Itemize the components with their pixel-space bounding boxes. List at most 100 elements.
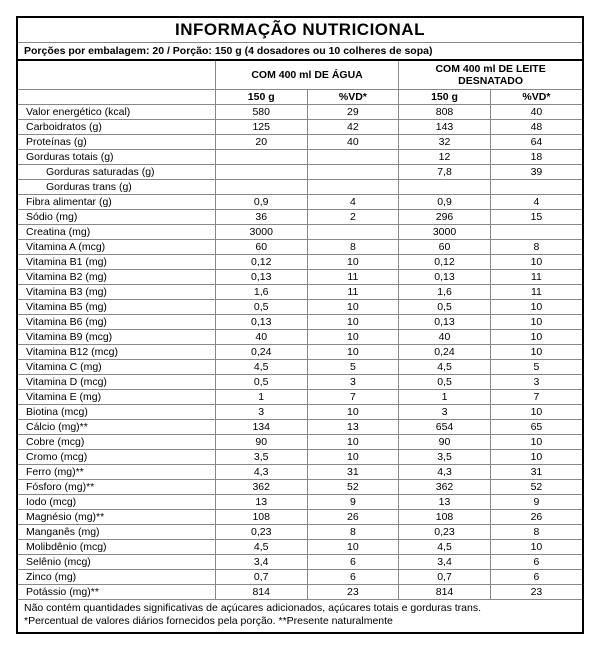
footnote-line: Não contém quantidades significativas de… <box>24 602 576 615</box>
nutrient-value: 23 <box>307 585 399 600</box>
nutrient-value: 8 <box>490 240 582 255</box>
nutrient-name: Ferro (mg)** <box>18 465 215 480</box>
nutrient-value: 0,7 <box>399 570 491 585</box>
nutrient-value: 1 <box>399 390 491 405</box>
nutrient-value: 52 <box>490 480 582 495</box>
nutrient-value: 362 <box>399 480 491 495</box>
nutrient-value: 4,5 <box>215 360 307 375</box>
nutrient-value: 90 <box>399 435 491 450</box>
nutrient-value: 31 <box>490 465 582 480</box>
nutrient-name: Gorduras saturadas (g) <box>18 165 215 180</box>
nutrient-value: 13 <box>307 420 399 435</box>
nutrient-name: Proteínas (g) <box>18 135 215 150</box>
table-row: Valor energético (kcal)5802980840 <box>18 105 582 120</box>
table-row: Gorduras trans (g) <box>18 180 582 195</box>
table-row: Vitamina E (mg)1717 <box>18 390 582 405</box>
nutrient-value: 6 <box>307 555 399 570</box>
nutrient-name: Cobre (mcg) <box>18 435 215 450</box>
nutrient-value <box>215 165 307 180</box>
nutrient-value: 11 <box>490 270 582 285</box>
nutrient-value: 10 <box>307 345 399 360</box>
nutrient-value: 125 <box>215 120 307 135</box>
nutrient-value: 0,24 <box>215 345 307 360</box>
sub-header: %VD* <box>490 90 582 105</box>
nutrient-name: Valor energético (kcal) <box>18 105 215 120</box>
nutrient-value: 814 <box>399 585 491 600</box>
table-row: Magnésio (mg)**1082610826 <box>18 510 582 525</box>
nutrient-value: 0,9 <box>215 195 307 210</box>
table-row: Vitamina B2 (mg)0,13110,1311 <box>18 270 582 285</box>
table-row: Cálcio (mg)**1341365465 <box>18 420 582 435</box>
nutrient-name: Vitamina B5 (mg) <box>18 300 215 315</box>
nutrient-value: 0,5 <box>215 300 307 315</box>
nutrient-value: 10 <box>307 315 399 330</box>
nutrient-value: 13 <box>399 495 491 510</box>
nutrient-value: 11 <box>490 285 582 300</box>
nutrient-value: 3 <box>490 375 582 390</box>
nutrient-name: Manganês (mg) <box>18 525 215 540</box>
nutrient-value: 0,9 <box>399 195 491 210</box>
nutrient-name: Molibdênio (mcg) <box>18 540 215 555</box>
table-row: Vitamina C (mg)4,554,55 <box>18 360 582 375</box>
group-header-row: COM 400 ml DE ÁGUA COM 400 ml DE LEITE D… <box>18 61 582 90</box>
nutrient-value: 3000 <box>399 225 491 240</box>
table-row: Sódio (mg)36229615 <box>18 210 582 225</box>
nutrient-value: 10 <box>307 450 399 465</box>
nutrient-value: 808 <box>399 105 491 120</box>
table-row: Iodo (mcg)139139 <box>18 495 582 510</box>
nutrient-value: 6 <box>490 570 582 585</box>
nutrient-value: 32 <box>399 135 491 150</box>
nutrient-value: 0,13 <box>215 315 307 330</box>
nutrient-value: 11 <box>307 270 399 285</box>
table-row: Manganês (mg)0,2380,238 <box>18 525 582 540</box>
group-header-water: COM 400 ml DE ÁGUA <box>215 61 398 90</box>
nutrient-value: 15 <box>490 210 582 225</box>
table-row: Gorduras saturadas (g)7,839 <box>18 165 582 180</box>
nutrient-value: 3 <box>307 375 399 390</box>
nutrient-value <box>307 180 399 195</box>
nutrient-name: Iodo (mcg) <box>18 495 215 510</box>
nutrient-name: Vitamina D (mcg) <box>18 375 215 390</box>
table-row: Vitamina B3 (mg)1,6111,611 <box>18 285 582 300</box>
panel-title: INFORMAÇÃO NUTRICIONAL <box>18 18 582 42</box>
nutrient-value: 26 <box>490 510 582 525</box>
nutrient-value: 7 <box>490 390 582 405</box>
nutrient-value: 0,5 <box>215 375 307 390</box>
nutrient-value: 654 <box>399 420 491 435</box>
table-row: Vitamina B5 (mg)0,5100,510 <box>18 300 582 315</box>
nutrient-value: 10 <box>490 300 582 315</box>
nutrient-value: 0,24 <box>399 345 491 360</box>
nutrient-value: 18 <box>490 150 582 165</box>
nutrient-value: 1 <box>215 390 307 405</box>
nutrient-value: 4,3 <box>215 465 307 480</box>
nutrient-value <box>490 225 582 240</box>
nutrient-value: 11 <box>307 285 399 300</box>
nutrient-value: 60 <box>215 240 307 255</box>
nutrient-value: 0,13 <box>399 270 491 285</box>
sub-header: %VD* <box>307 90 399 105</box>
nutrient-value: 3,5 <box>399 450 491 465</box>
table-row: Zinco (mg)0,760,76 <box>18 570 582 585</box>
nutrient-value: 40 <box>307 135 399 150</box>
nutrient-value: 1,6 <box>215 285 307 300</box>
table-row: Cobre (mcg)90109010 <box>18 435 582 450</box>
nutrient-name: Gorduras trans (g) <box>18 180 215 195</box>
nutrient-value: 580 <box>215 105 307 120</box>
nutrient-value: 7,8 <box>399 165 491 180</box>
nutrient-value: 3,4 <box>215 555 307 570</box>
nutrient-value: 5 <box>490 360 582 375</box>
nutrient-value: 0,7 <box>215 570 307 585</box>
nutrient-value: 10 <box>490 540 582 555</box>
nutrient-value: 362 <box>215 480 307 495</box>
table-row: Biotina (mcg)310310 <box>18 405 582 420</box>
table-row: Potássio (mg)**8142381423 <box>18 585 582 600</box>
nutrient-value: 0,13 <box>399 315 491 330</box>
nutrient-value: 814 <box>215 585 307 600</box>
sub-header: 150 g <box>215 90 307 105</box>
footnote-line: *Percentual de valores diários fornecido… <box>24 615 576 628</box>
nutrient-value: 4,5 <box>215 540 307 555</box>
nutrient-value: 40 <box>215 330 307 345</box>
nutrition-panel: INFORMAÇÃO NUTRICIONAL Porções por embal… <box>16 16 584 634</box>
table-row: Creatina (mg)30003000 <box>18 225 582 240</box>
nutrient-value: 8 <box>307 525 399 540</box>
